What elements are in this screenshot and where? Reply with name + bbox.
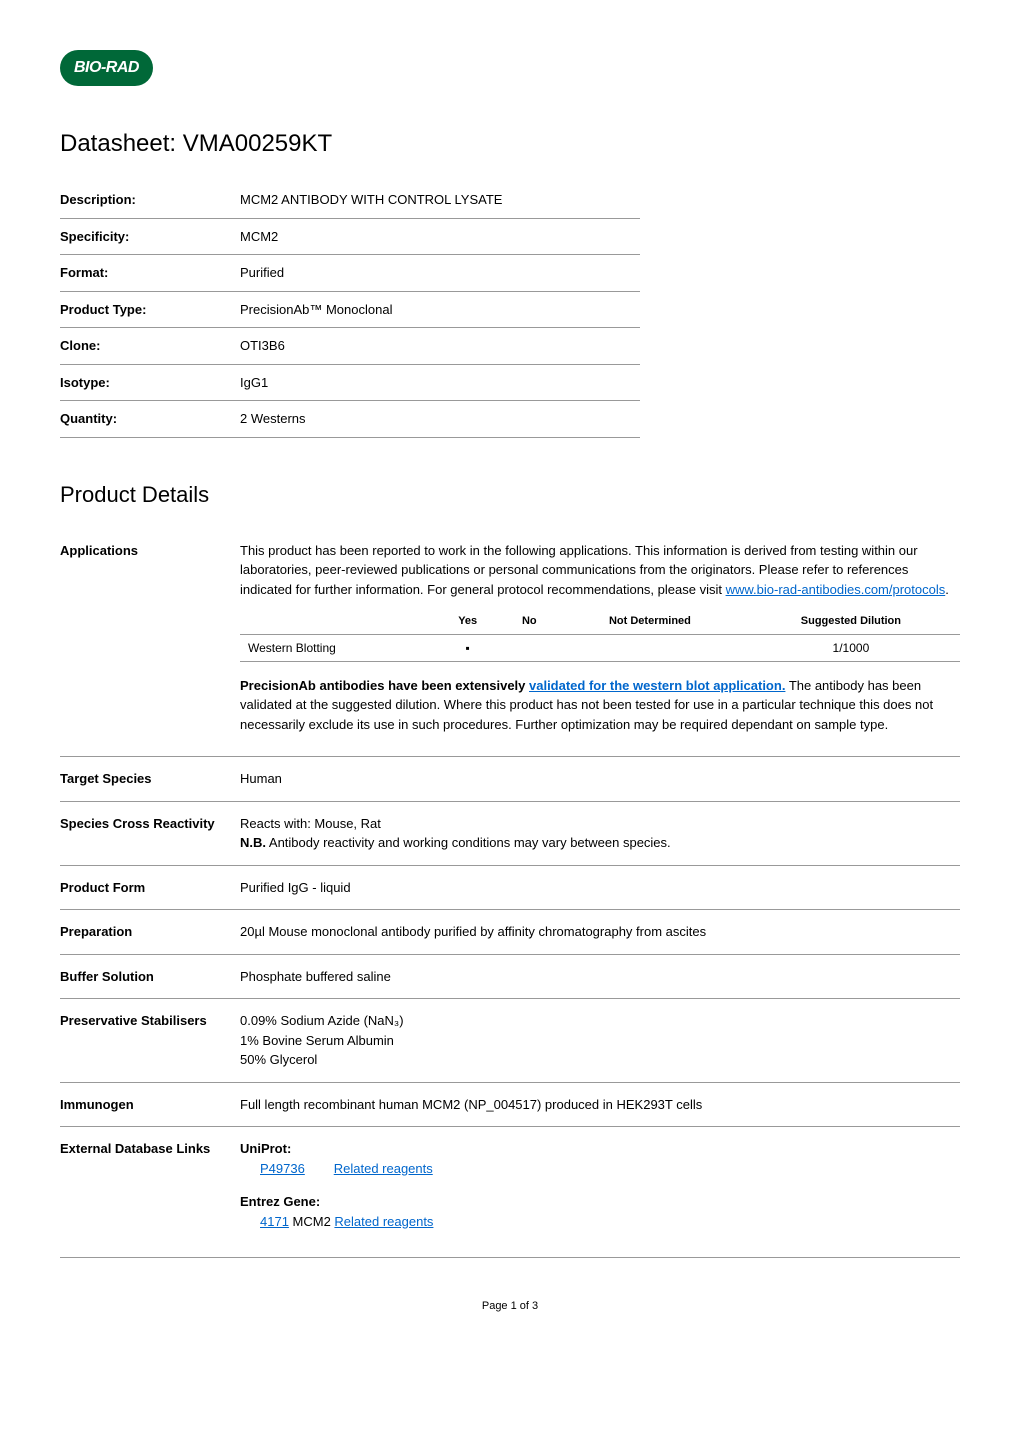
- ext-db-link-row: 4171 MCM2 Related reagents: [240, 1212, 960, 1232]
- ext-db-id-link[interactable]: 4171: [260, 1214, 289, 1229]
- app-table-row: Western Blotting▪ 1/1000: [240, 634, 960, 661]
- ext-db-link-row: P49736 Related reagents: [240, 1159, 960, 1179]
- detail-label: Preservative Stabilisers: [60, 1011, 240, 1070]
- ext-db-related-link[interactable]: Related reagents: [334, 1161, 433, 1176]
- info-value: IgG1: [240, 364, 640, 401]
- app-table-header: [240, 609, 435, 634]
- detail-label: Immunogen: [60, 1095, 240, 1115]
- detail-value: Phosphate buffered saline: [240, 967, 960, 987]
- info-label: Format:: [60, 255, 240, 292]
- external-db-label: External Database Links: [60, 1139, 240, 1245]
- info-row: Format:Purified: [60, 255, 640, 292]
- validated-link[interactable]: validated for the western blot applicati…: [529, 678, 785, 693]
- info-row: Specificity:MCM2: [60, 218, 640, 255]
- detail-label: Species Cross Reactivity: [60, 814, 240, 853]
- ext-db-header: UniProt:: [240, 1139, 960, 1159]
- info-value: PrecisionAb™ Monoclonal: [240, 291, 640, 328]
- protocols-link[interactable]: www.bio-rad-antibodies.com/protocols: [726, 582, 946, 597]
- info-label: Clone:: [60, 328, 240, 365]
- detail-row: Buffer SolutionPhosphate buffered saline: [60, 955, 960, 1000]
- info-label: Quantity:: [60, 401, 240, 438]
- section-title: Product Details: [60, 478, 960, 511]
- detail-value: Full length recombinant human MCM2 (NP_0…: [240, 1095, 960, 1115]
- ext-db-header: Entrez Gene:: [240, 1192, 960, 1212]
- external-db-value: UniProt:P49736 Related reagentsEntrez Ge…: [240, 1139, 960, 1245]
- detail-value: Purified IgG - liquid: [240, 878, 960, 898]
- detail-line: 0.09% Sodium Azide (NaN₃): [240, 1011, 960, 1031]
- logo-container: BIO-RAD: [60, 50, 960, 86]
- info-value: MCM2: [240, 218, 640, 255]
- detail-value: 0.09% Sodium Azide (NaN₃)1% Bovine Serum…: [240, 1011, 960, 1070]
- detail-label: Product Form: [60, 878, 240, 898]
- applications-table: YesNoNot DeterminedSuggested Dilution We…: [240, 609, 960, 662]
- info-row: Clone:OTI3B6: [60, 328, 640, 365]
- app-table-cell: [558, 634, 742, 661]
- info-label: Isotype:: [60, 364, 240, 401]
- detail-line: 50% Glycerol: [240, 1050, 960, 1070]
- detail-line: Reacts with: Mouse, Rat: [240, 814, 960, 834]
- ext-db-id-link[interactable]: P49736: [260, 1161, 305, 1176]
- detail-value: 20µl Mouse monoclonal antibody purified …: [240, 922, 960, 942]
- info-value: Purified: [240, 255, 640, 292]
- detail-row: Species Cross ReactivityReacts with: Mou…: [60, 802, 960, 866]
- page-title: Datasheet: VMA00259KT: [60, 126, 960, 162]
- info-label: Specificity:: [60, 218, 240, 255]
- info-label: Product Type:: [60, 291, 240, 328]
- detail-row: ImmunogenFull length recombinant human M…: [60, 1083, 960, 1128]
- detail-value: Reacts with: Mouse, RatN.B. Antibody rea…: [240, 814, 960, 853]
- ext-db-related-link[interactable]: Related reagents: [334, 1214, 433, 1229]
- detail-value: Human: [240, 769, 960, 789]
- detail-line: 1% Bovine Serum Albumin: [240, 1031, 960, 1051]
- detail-label: Buffer Solution: [60, 967, 240, 987]
- applications-label: Applications: [60, 541, 240, 745]
- applications-row: Applications This product has been repor…: [60, 529, 960, 758]
- applications-note: PrecisionAb antibodies have been extensi…: [240, 676, 960, 735]
- info-table: Description:MCM2 ANTIBODY WITH CONTROL L…: [60, 182, 640, 438]
- info-value: MCM2 ANTIBODY WITH CONTROL LYSATE: [240, 182, 640, 218]
- ext-db-section: UniProt:P49736 Related reagents: [240, 1139, 960, 1178]
- detail-label: Target Species: [60, 769, 240, 789]
- info-row: Quantity:2 Westerns: [60, 401, 640, 438]
- app-table-header: No: [501, 609, 559, 634]
- app-table-header: Not Determined: [558, 609, 742, 634]
- info-label: Description:: [60, 182, 240, 218]
- detail-row: Product FormPurified IgG - liquid: [60, 866, 960, 911]
- ext-db-name: MCM2: [289, 1214, 335, 1229]
- detail-row: Preparation20µl Mouse monoclonal antibod…: [60, 910, 960, 955]
- info-value: OTI3B6: [240, 328, 640, 365]
- app-table-header: Yes: [435, 609, 501, 634]
- detail-row: Target SpeciesHuman: [60, 757, 960, 802]
- app-table-cell: Western Blotting: [240, 634, 435, 661]
- app-table-header: Suggested Dilution: [742, 609, 960, 634]
- info-row: Description:MCM2 ANTIBODY WITH CONTROL L…: [60, 182, 640, 218]
- info-row: Product Type:PrecisionAb™ Monoclonal: [60, 291, 640, 328]
- applications-intro: This product has been reported to work i…: [240, 541, 960, 600]
- applications-value: This product has been reported to work i…: [240, 541, 960, 745]
- app-table-cell: [501, 634, 559, 661]
- ext-db-section: Entrez Gene:4171 MCM2 Related reagents: [240, 1192, 960, 1231]
- detail-label: Preparation: [60, 922, 240, 942]
- footer: Page 1 of 3: [60, 1298, 960, 1315]
- app-table-cell: 1/1000: [742, 634, 960, 661]
- app-table-cell: ▪: [435, 634, 501, 661]
- external-db-row: External Database Links UniProt:P49736 R…: [60, 1127, 960, 1258]
- detail-row: Preservative Stabilisers0.09% Sodium Azi…: [60, 999, 960, 1083]
- info-value: 2 Westerns: [240, 401, 640, 438]
- info-row: Isotype:IgG1: [60, 364, 640, 401]
- biorad-logo: BIO-RAD: [60, 50, 153, 86]
- detail-nb: N.B. Antibody reactivity and working con…: [240, 833, 960, 853]
